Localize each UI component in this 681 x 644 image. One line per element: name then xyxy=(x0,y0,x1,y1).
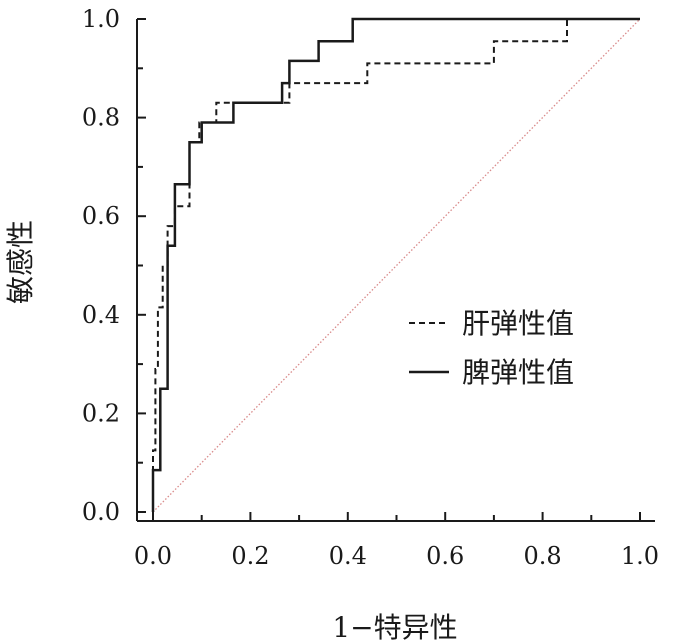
y-tick-label: 0.8 xyxy=(82,104,120,132)
x-tick-label: 0.4 xyxy=(329,542,367,570)
y-axis-title: 敏感性 xyxy=(4,220,37,304)
series-line-spleen xyxy=(151,17,640,512)
x-tick-label: 0.8 xyxy=(524,542,562,570)
ticks: 0.0 0.2 0.4 0.6 0.8 1.0 0.0 0.2 0.4 0.6 0.8 1.0 xyxy=(82,5,659,570)
legend: 肝弹性值 脾弹性值 xyxy=(409,307,574,389)
x-tick-label: 0.2 xyxy=(231,542,269,570)
axes xyxy=(136,19,655,522)
x-tick-label: 0.6 xyxy=(426,542,464,570)
chance-diagonal-line xyxy=(152,18,641,513)
x-axis-title: 1−特异性 xyxy=(332,611,457,644)
y-tick-label: 0.0 xyxy=(82,498,120,526)
y-tick-label: 1.0 xyxy=(82,5,120,33)
legend-label-spleen: 脾弹性值 xyxy=(462,356,574,389)
reference-layer xyxy=(152,18,641,513)
x-tick-label: 0.0 xyxy=(134,542,172,570)
y-tick-label: 0.6 xyxy=(82,202,120,230)
x-tick-label: 1.0 xyxy=(621,542,659,570)
legend-label-liver: 肝弹性值 xyxy=(462,307,574,340)
y-tick-label: 0.2 xyxy=(82,399,120,427)
series-layer xyxy=(151,17,640,512)
y-tick-label: 0.4 xyxy=(82,301,120,329)
